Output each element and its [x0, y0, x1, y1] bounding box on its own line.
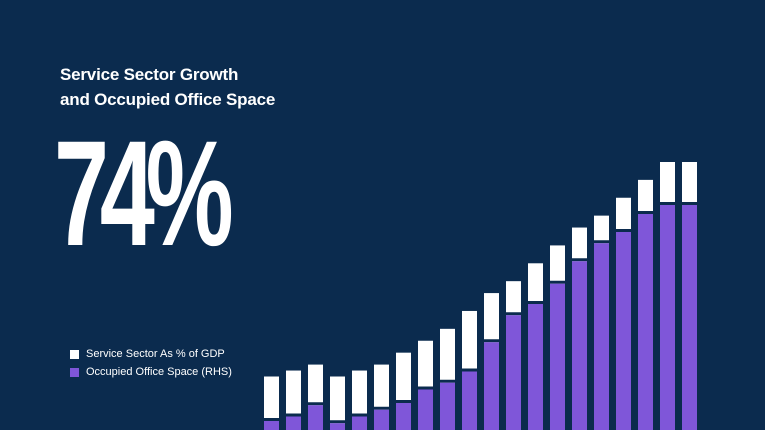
bar-service-1 [264, 376, 279, 430]
headline-percentage: 74% [54, 109, 234, 277]
bar-gap-4 [330, 420, 345, 424]
bar-gap-7 [396, 400, 411, 403]
bar-gap-15 [572, 258, 587, 262]
bar-office-10 [462, 371, 477, 430]
bar-gap-3 [308, 402, 323, 406]
bar-gap-8 [418, 386, 433, 390]
bar-gap-19 [660, 202, 675, 205]
bar-gap-17 [616, 229, 631, 232]
bar-gap-1 [264, 418, 279, 421]
bar-office-2 [286, 416, 301, 430]
bar-office-17 [616, 232, 631, 430]
bar-gap-11 [484, 339, 499, 343]
legend-swatch-office [70, 367, 79, 377]
bar-office-20 [682, 205, 697, 430]
legend-label-service: Service Sector As % of GDP [86, 348, 225, 360]
bar-gap-14 [550, 280, 565, 284]
bar-gap-2 [286, 413, 301, 417]
bar-office-7 [396, 403, 411, 430]
bar-office-16 [594, 243, 609, 430]
bar-gap-18 [638, 211, 653, 214]
bar-office-11 [484, 342, 499, 430]
bar-office-4 [330, 423, 345, 430]
legend-label-office: Occupied Office Space (RHS) [86, 366, 232, 378]
legend-item-office: Occupied Office Space (RHS) [70, 363, 232, 381]
bar-gap-6 [374, 406, 389, 410]
bar-gap-16 [594, 240, 609, 244]
bar-office-13 [528, 304, 543, 430]
title-line-2: and Occupied Office Space [60, 90, 276, 109]
bar-office-5 [352, 416, 367, 430]
legend-item-service: Service Sector As % of GDP [70, 345, 232, 363]
bar-gap-5 [352, 413, 367, 417]
bar-office-3 [308, 405, 323, 430]
bar-office-12 [506, 315, 521, 430]
bar-office-14 [550, 283, 565, 430]
bar-office-8 [418, 389, 433, 430]
bar-gap-10 [462, 368, 477, 372]
title-line-1: Service Sector Growth [60, 65, 239, 84]
legend-swatch-service [70, 349, 79, 359]
bar-gap-20 [682, 202, 697, 205]
bar-office-9 [440, 382, 455, 430]
bar-gap-9 [440, 379, 455, 383]
bar-office-18 [638, 214, 653, 430]
bar-office-15 [572, 261, 587, 430]
chart-title: Service Sector Growth and Occupied Offic… [60, 62, 275, 112]
bar-office-1 [264, 421, 279, 430]
bar-office-6 [374, 409, 389, 430]
bar-gap-12 [506, 312, 521, 316]
bar-office-19 [660, 205, 675, 430]
chart-legend: Service Sector As % of GDP Occupied Offi… [70, 345, 232, 381]
bar-service-4 [330, 376, 345, 430]
bar-gap-13 [528, 301, 543, 304]
